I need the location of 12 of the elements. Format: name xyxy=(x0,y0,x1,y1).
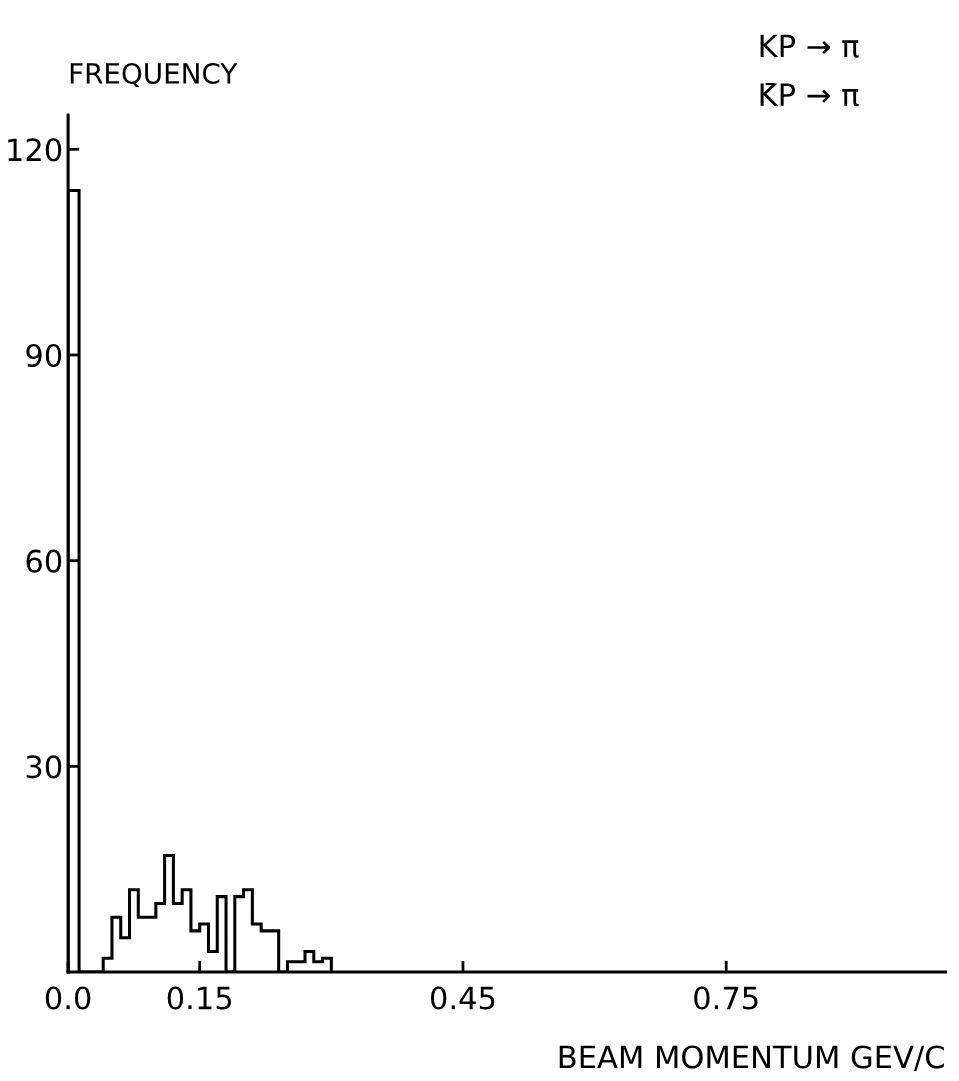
text: KP → π xyxy=(760,34,859,58)
y-tick-label: 30 xyxy=(26,755,62,779)
x-tick-label: 0.45 xyxy=(430,986,495,1010)
y-axis-title: FREQUENCY xyxy=(70,62,238,88)
x-tick-label: 0.0 xyxy=(45,986,91,1010)
x-axis-title: BEAM MOMENTUM GEV/C xyxy=(559,1045,944,1071)
x-tick-label: 0.75 xyxy=(694,986,758,1010)
y-tick-label: 120 xyxy=(8,138,62,162)
x-tick-label: 0.15 xyxy=(167,986,232,1010)
text: K̄P → π xyxy=(760,82,859,107)
y-tick-label: 90 xyxy=(26,343,62,368)
y-tick-label: 60 xyxy=(26,549,62,573)
